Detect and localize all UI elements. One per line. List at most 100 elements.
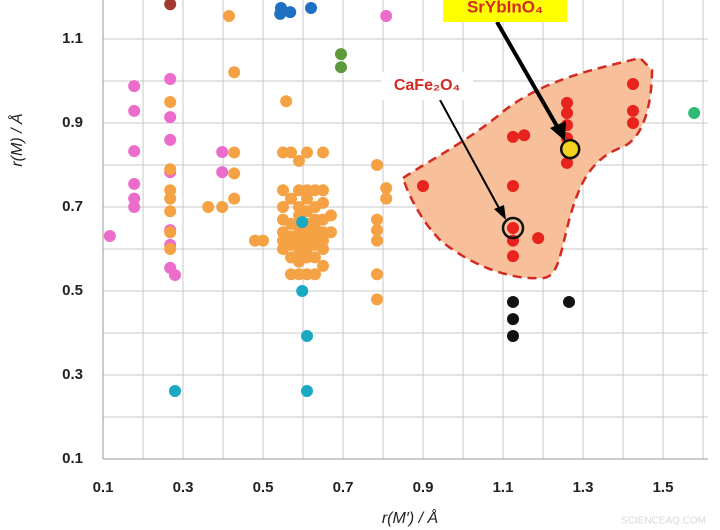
- label-box: [381, 72, 473, 100]
- point: [164, 96, 177, 109]
- point: [228, 66, 241, 79]
- y-tick-label: 0.5: [62, 282, 83, 299]
- point: [309, 251, 321, 264]
- point: [169, 269, 181, 282]
- y-tick-label: 0.7: [62, 198, 83, 215]
- x-tick-label: 1.3: [573, 479, 594, 496]
- point: [627, 117, 639, 130]
- point: [164, 192, 177, 205]
- point: [561, 106, 573, 119]
- point: [507, 250, 519, 263]
- point: [380, 9, 393, 22]
- highlight-region: [401, 56, 654, 280]
- point: [128, 177, 141, 190]
- point: [559, 138, 581, 160]
- point: [507, 295, 519, 308]
- point: [627, 77, 639, 90]
- point: [202, 201, 215, 214]
- point: [417, 180, 429, 193]
- point: [164, 133, 177, 146]
- x-tick-label: 0.7: [333, 479, 354, 496]
- point: [563, 295, 575, 308]
- point: [561, 156, 573, 169]
- y-tick-label: 0.1: [62, 450, 83, 467]
- annotation: CaFe₂O₄: [394, 77, 460, 94]
- label-box: [443, 0, 567, 22]
- point: [507, 222, 519, 235]
- arrows: [439, 21, 566, 220]
- point: [325, 226, 337, 239]
- y-tick-label: 1.1: [62, 30, 83, 47]
- point: [301, 329, 313, 342]
- arrow: [495, 21, 560, 129]
- point: [164, 163, 177, 176]
- y-axis-label: r(M) / Å: [7, 113, 26, 166]
- point: [371, 159, 383, 172]
- point: [301, 146, 313, 159]
- point: [317, 234, 329, 247]
- point: [507, 329, 519, 342]
- point: [274, 7, 287, 20]
- points: [103, 0, 701, 397]
- point: [301, 384, 313, 397]
- arrow-head: [550, 121, 566, 141]
- point: [317, 259, 329, 272]
- point: [507, 313, 519, 326]
- point: [296, 285, 309, 298]
- point: [216, 146, 229, 159]
- point: [317, 196, 329, 209]
- point: [380, 182, 393, 195]
- point: [164, 226, 177, 239]
- point: [164, 111, 177, 124]
- x-tick-label: 0.9: [413, 479, 434, 496]
- x-tick-label: 0.5: [253, 479, 274, 496]
- point: [284, 6, 297, 19]
- point: [216, 201, 229, 214]
- point: [561, 96, 573, 109]
- point: [164, 243, 177, 256]
- y-tick-label: 0.9: [62, 114, 83, 131]
- point: [128, 80, 141, 93]
- point: [164, 205, 177, 218]
- point: [293, 154, 305, 167]
- point: [128, 104, 141, 117]
- point: [164, 0, 177, 11]
- x-tick-label: 1.5: [653, 479, 674, 496]
- point: [371, 234, 383, 247]
- point: [627, 104, 639, 117]
- point: [317, 184, 329, 197]
- point: [507, 180, 519, 193]
- point: [277, 201, 289, 214]
- point: [280, 95, 293, 108]
- point: [688, 106, 701, 119]
- y-tick-label: 0.3: [62, 366, 83, 383]
- point: [380, 192, 393, 205]
- point: [164, 72, 177, 85]
- point: [228, 146, 241, 159]
- point: [164, 184, 177, 197]
- arrow-head: [494, 205, 506, 220]
- point: [228, 167, 241, 180]
- point: [371, 268, 383, 281]
- point: [305, 1, 317, 14]
- point: [371, 224, 383, 237]
- point: [301, 192, 313, 205]
- point: [371, 213, 383, 226]
- point: [335, 48, 347, 61]
- point: [128, 145, 141, 158]
- point: [257, 234, 269, 247]
- point: [371, 293, 383, 306]
- x-tick-label: 0.1: [93, 479, 114, 496]
- point: [325, 209, 337, 222]
- point: [103, 230, 116, 243]
- point: [216, 166, 229, 179]
- x-tick-label: 0.3: [173, 479, 194, 496]
- point: [285, 192, 297, 205]
- watermark: SCIENCEAQ.COM: [621, 516, 706, 527]
- point: [169, 384, 181, 397]
- point: [128, 192, 141, 205]
- point: [317, 146, 329, 159]
- point: [128, 201, 141, 214]
- x-tick-label: 1.1: [493, 479, 514, 496]
